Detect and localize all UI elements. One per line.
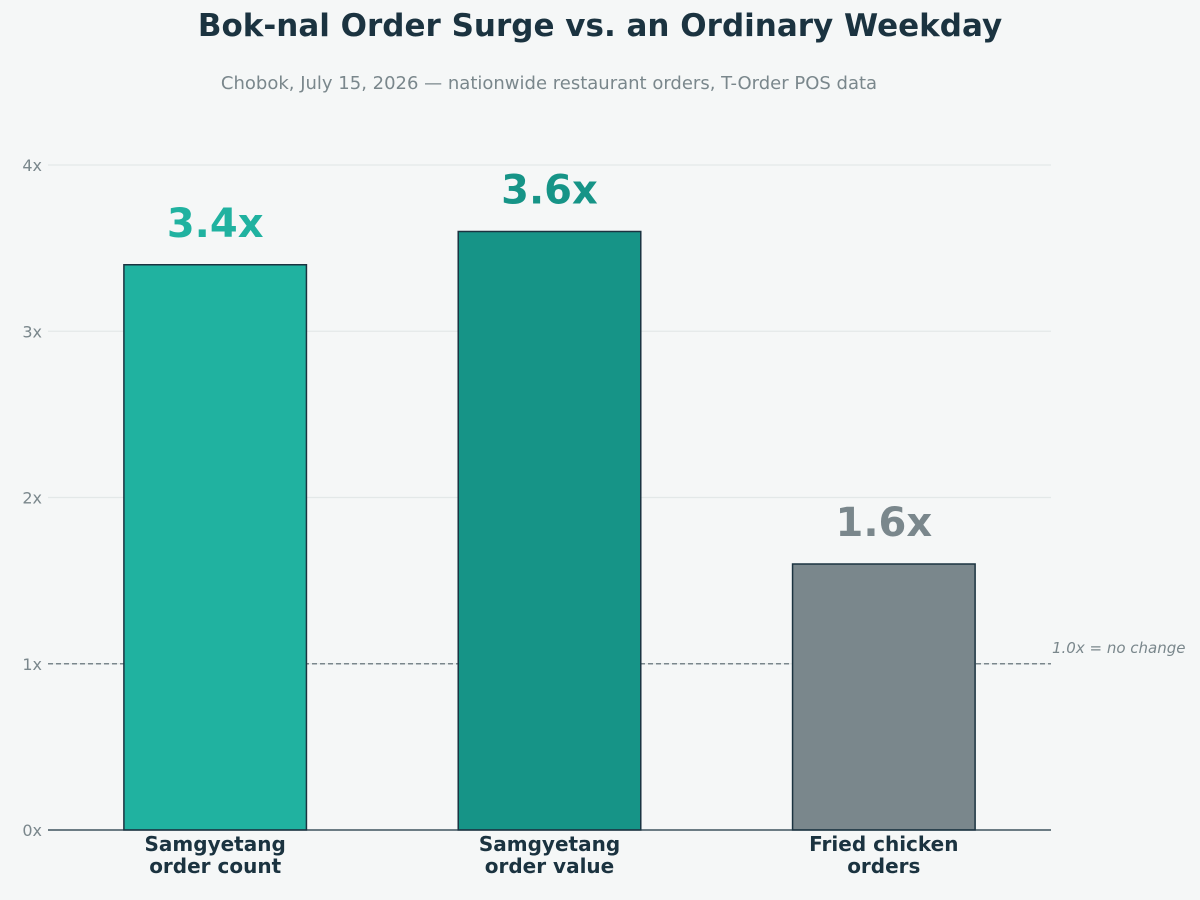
x-category-label-line: orders — [847, 854, 920, 878]
value-label: 3.4x — [167, 201, 264, 247]
value-label: 3.6x — [501, 168, 598, 214]
y-tick-label: 4x — [22, 156, 42, 175]
x-category-label: Samgyetang order count — [145, 832, 286, 878]
bar — [457, 230, 642, 831]
y-tick-label: 2x — [22, 489, 42, 508]
x-category-label: Samgyetang order value — [479, 832, 620, 878]
y-tick-label: 1x — [22, 655, 42, 674]
reference-line-label: 1.0x = no change — [1052, 639, 1186, 657]
x-category-label: Fried chicken orders — [809, 832, 958, 878]
bar — [791, 563, 976, 831]
chart-title: Bok-nal Order Surge vs. an Ordinary Week… — [197, 8, 1003, 44]
bar — [123, 264, 308, 831]
chart-subtitle: Chobok, July 15, 2026 — nationwide resta… — [220, 73, 878, 94]
bars: 3.4x 3.6x 1.6x — [123, 168, 976, 831]
x-category-label-line: Fried chicken — [809, 832, 958, 856]
x-category-label-line: order value — [485, 854, 615, 878]
x-category-label-line: Samgyetang — [145, 832, 286, 856]
y-tick-label: 0x — [22, 821, 42, 840]
y-tick-label: 3x — [22, 322, 42, 341]
x-category-label-line: order count — [149, 854, 281, 878]
x-category-label-line: Samgyetang — [479, 832, 620, 856]
value-label: 1.6x — [835, 500, 932, 546]
